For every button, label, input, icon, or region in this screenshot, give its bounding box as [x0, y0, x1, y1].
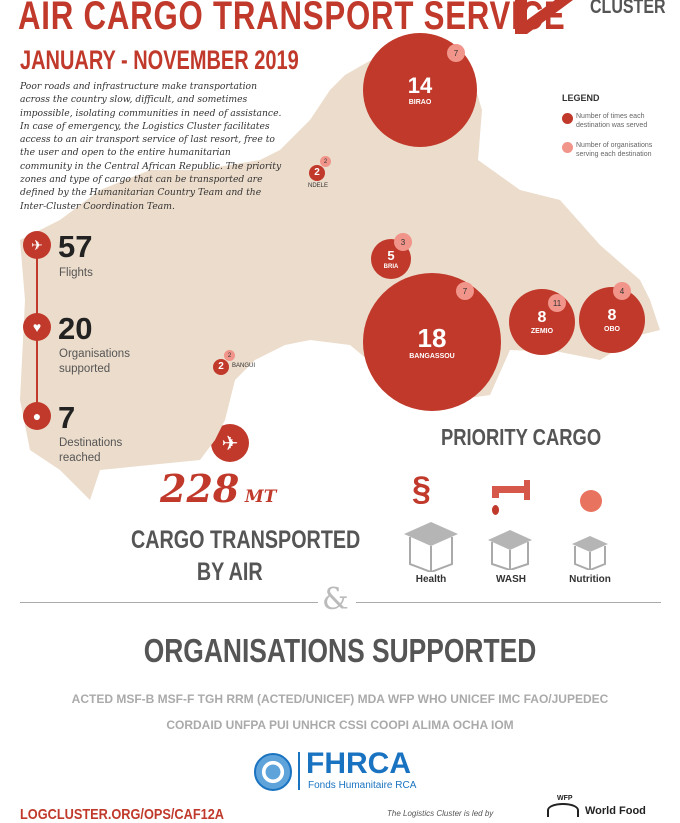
legend: LEGEND Number of times each destination … — [560, 93, 680, 163]
legend-dot-served — [562, 113, 573, 124]
cargo-label-line: BY AIR — [196, 558, 263, 586]
priority-wash: WASH — [496, 574, 526, 585]
location-pin-icon: ● — [23, 402, 51, 430]
destination-bangassou: 18 BANGASSOU — [363, 273, 501, 411]
airplane-icon: ✈ — [211, 424, 249, 462]
cargo-label-line: CARGO TRANSPORTED — [131, 526, 361, 554]
legend-label: Number of organisations serving each des… — [576, 142, 653, 158]
box-icon — [404, 522, 458, 572]
orgs-badge: 2 — [224, 350, 235, 361]
led-by-text: The Logistics Cluster is led by — [387, 809, 494, 818]
orgs-badge: 3 — [394, 233, 412, 251]
organisations-value: 20 — [58, 311, 93, 346]
intro-text: Poor roads and infrastructure make trans… — [20, 81, 282, 212]
cargo-unit: MT — [244, 487, 277, 507]
organisations-line: ACTED MSF-B MSF-F TGH RRM (ACTED/UNICEF)… — [71, 692, 609, 706]
un-emblem-icon — [254, 753, 292, 791]
destination-label: BANGASSOU — [409, 352, 455, 360]
destination-label: NDELE — [308, 183, 329, 189]
destinations-label: Destinations reached — [59, 437, 123, 464]
wfp-logo-small: WFP — [557, 795, 573, 802]
served-count: 2 — [218, 361, 224, 372]
priority-title: PRIORITY CARGO — [441, 424, 602, 450]
box-icon — [572, 536, 608, 570]
map-shape — [20, 55, 660, 500]
caduceus-icon: § — [412, 470, 431, 508]
destination-label: BIRAO — [408, 98, 432, 106]
destination-label: BRIA — [383, 263, 399, 270]
airplane-icon: ✈ — [23, 231, 51, 259]
destination-label: OBO — [604, 325, 620, 333]
wfp-emblem-icon — [547, 803, 579, 817]
legend-title: LEGEND — [562, 93, 600, 103]
ampersand: & — [322, 582, 349, 617]
served-count: 8 — [607, 306, 617, 324]
cargo-label: CARGO TRANSPORTED BY AIR — [131, 524, 361, 588]
destination-label: BANGUI — [232, 363, 256, 369]
box-icon — [488, 530, 532, 570]
orgs-badge: 7 — [447, 44, 465, 62]
child-spoon-icon — [580, 490, 602, 512]
served-count: 14 — [407, 72, 433, 98]
orgs-badge: 2 — [320, 156, 331, 167]
orgs-badge: 4 — [613, 282, 631, 300]
priority-health: Health — [415, 574, 447, 585]
donor-subtitle: Fonds Humanitaire RCA — [308, 780, 417, 791]
organisations-title: ORGANISATIONS SUPPORTED — [143, 632, 537, 669]
orgs-badge: 11 — [548, 294, 566, 312]
page-title: AIR CARGO TRANSPORT SERVICE — [18, 0, 566, 38]
legend-dot-orgs — [562, 142, 573, 153]
orgs-badge: 7 — [456, 282, 474, 300]
water-tap-icon — [488, 480, 534, 520]
flights-value: 57 — [58, 229, 93, 264]
logistics-cluster-logo — [515, 0, 573, 34]
handshake-icon: ♥ — [23, 313, 51, 341]
destination-bangui: 2 — [213, 359, 229, 375]
destination-obo: 8 OBO — [579, 287, 645, 353]
divider — [356, 602, 661, 603]
donor-logo-divider — [298, 752, 300, 790]
served-count: 5 — [387, 247, 395, 263]
legend-label: Number of times each destination was ser… — [576, 113, 648, 129]
destinations-value: 7 — [58, 400, 76, 435]
wfp-name: World Food — [585, 805, 646, 817]
priority-nutrition: Nutrition — [569, 574, 611, 585]
logo-text: CLUSTER — [590, 0, 666, 18]
organisations-label: Organisations supported — [59, 348, 130, 375]
donor-name: FHRCA — [306, 747, 411, 780]
organisations-line: CORDAID UNFPA PUI UNHCR CSSI COOPI ALIMA… — [166, 718, 514, 732]
served-count: 8 — [537, 308, 547, 326]
served-count: 2 — [314, 167, 320, 178]
date-range: JANUARY - NOVEMBER 2019 — [20, 45, 299, 75]
served-count: 18 — [417, 322, 447, 353]
cargo-total: 228 MT — [160, 466, 276, 511]
cargo-value: 228 — [160, 466, 240, 511]
divider — [20, 602, 318, 603]
destination-ndele: 2 — [309, 165, 325, 181]
destination-label: ZEMIO — [530, 327, 554, 335]
flights-label: Flights — [59, 267, 93, 279]
